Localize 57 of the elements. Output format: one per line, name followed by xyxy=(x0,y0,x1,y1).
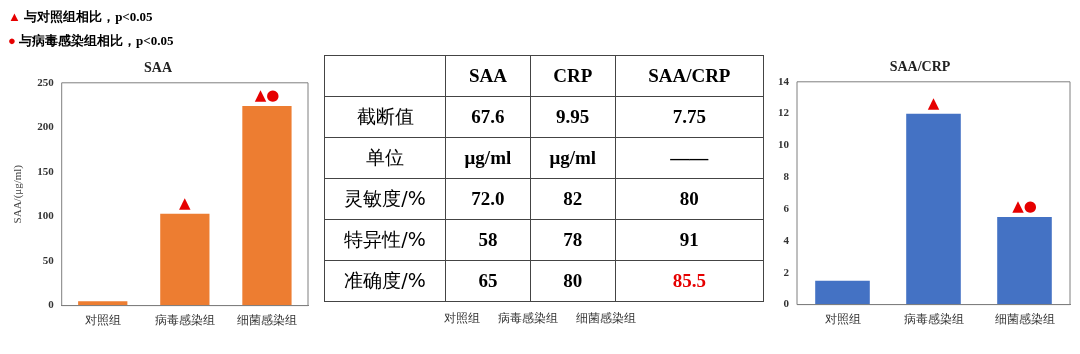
text: 67.6 xyxy=(471,106,505,127)
bar xyxy=(160,213,210,306)
y-tick-label: 6 xyxy=(783,201,790,214)
y-tick-label: 2 xyxy=(783,265,790,278)
y-tick-label: 8 xyxy=(783,170,790,183)
text: 58 xyxy=(478,229,498,250)
category-label: SAA/CRP xyxy=(615,55,764,97)
x-tick-label: 病毒感染组 xyxy=(154,312,215,327)
text: 80 xyxy=(563,270,583,291)
category-label: 准确度/% xyxy=(344,269,426,291)
text: μg/ml xyxy=(464,147,512,168)
text: 91 xyxy=(679,229,699,250)
x-tick-label: 对照组 xyxy=(824,311,861,326)
y-tick-label: 0 xyxy=(48,298,55,311)
chart-title: SAA xyxy=(143,60,173,76)
text: 65 xyxy=(478,270,498,291)
y-tick-label: 10 xyxy=(778,138,790,151)
y-tick-label: 14 xyxy=(778,74,790,87)
x-tick-label: 对照组 xyxy=(84,312,121,327)
category-label: 特异性/% xyxy=(344,228,426,250)
text: μg/ml xyxy=(549,147,597,168)
y-tick-label: 250 xyxy=(37,75,55,88)
bar xyxy=(997,217,1052,305)
text: 82 xyxy=(563,188,583,209)
text: 9.95 xyxy=(556,106,590,127)
bar xyxy=(906,113,961,305)
text: ● 与病毒感染组相比，p<0.05 xyxy=(8,32,175,50)
annotation: ▲● xyxy=(1012,197,1037,216)
text: 72.0 xyxy=(471,188,505,209)
bar xyxy=(815,280,870,305)
category-label: 截断值 xyxy=(356,105,414,127)
y-tick-label: 0 xyxy=(783,297,790,310)
x-tick-label: 病毒感染组 xyxy=(903,311,964,326)
category-label: SAA xyxy=(445,55,531,97)
y-tick-label: 4 xyxy=(783,233,790,246)
chart-title: SAA/CRP xyxy=(889,59,951,75)
y-axis-title: SAA/(μg/ml) xyxy=(11,164,25,224)
category-label: CRP xyxy=(530,55,616,97)
annotation: ▲ xyxy=(179,194,192,213)
y-tick-label: 150 xyxy=(37,164,55,177)
text: 78 xyxy=(563,229,583,250)
text: —— xyxy=(670,147,709,168)
text: 7.75 xyxy=(672,106,706,127)
text: 85.5 xyxy=(672,270,706,291)
category-label: 灵敏度/% xyxy=(344,187,426,209)
x-tick-label: 细菌感染组 xyxy=(994,311,1055,326)
y-tick-label: 100 xyxy=(37,209,55,222)
y-tick-label: 50 xyxy=(42,253,55,266)
x-tick-label: 细菌感染组 xyxy=(236,312,297,327)
text: ▲ 与对照组相比，p<0.05 xyxy=(8,8,154,26)
annotation: ▲ xyxy=(927,94,940,113)
y-tick-label: 200 xyxy=(37,120,55,133)
y-tick-label: 12 xyxy=(778,106,790,119)
text: 80 xyxy=(679,188,699,209)
bar xyxy=(242,105,292,306)
annotation: ▲● xyxy=(254,86,280,105)
category-label: 单位 xyxy=(366,146,404,168)
